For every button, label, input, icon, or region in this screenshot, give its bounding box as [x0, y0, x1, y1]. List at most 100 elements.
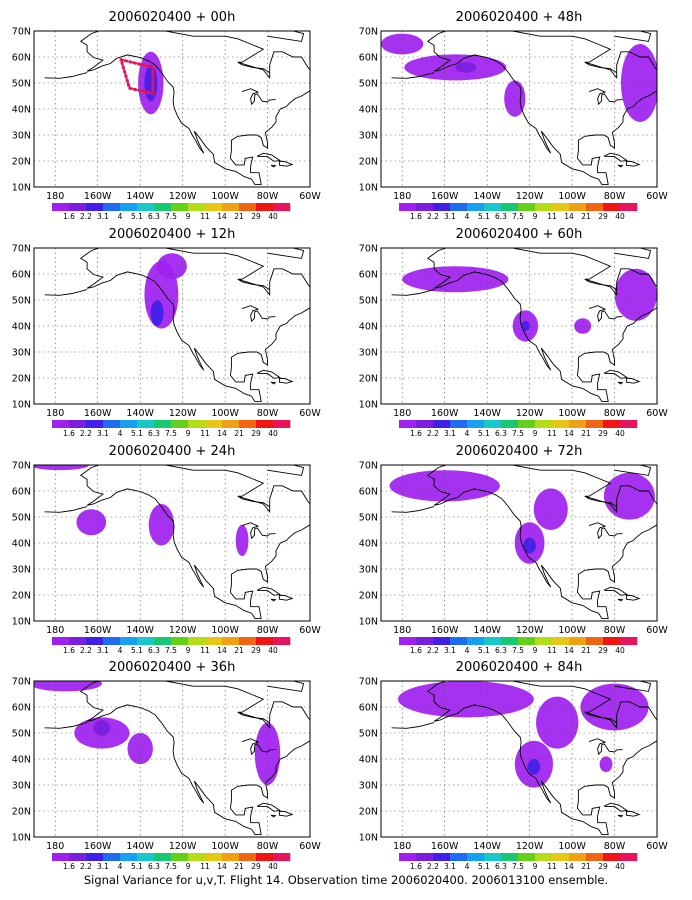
colorbar-label: 40 [615, 862, 625, 871]
plot-frame [380, 464, 658, 622]
colorbar-swatch [450, 203, 468, 211]
plot-frame [380, 30, 658, 188]
coastline [241, 88, 276, 106]
colorbar-swatch [205, 203, 223, 211]
colorbar-swatch [103, 853, 121, 861]
coastline [267, 465, 305, 476]
colorbar-swatch [484, 853, 502, 861]
colorbar-swatch [222, 420, 240, 428]
x-tick-label: 140W [473, 625, 501, 636]
x-tick-label: 160W [431, 191, 459, 202]
colorbar-swatch [256, 203, 274, 211]
panel-title: 2006020400 + 60h [456, 227, 583, 242]
x-tick-label: 100W [211, 841, 239, 852]
colorbar-swatch [399, 420, 417, 428]
colorbar-label: 5.1 [478, 646, 490, 655]
variance-region [580, 683, 649, 731]
colorbar-swatch [620, 853, 638, 861]
colorbar-label: 9 [533, 429, 538, 438]
x-tick-label: 100W [558, 191, 586, 202]
colorbar-label: 29 [598, 429, 608, 438]
colorbar-label: 4 [465, 862, 470, 871]
colorbar-swatch [52, 853, 70, 861]
colorbar-swatch [222, 637, 240, 645]
colorbar-label: 29 [251, 646, 261, 655]
x-tick-label: 80W [257, 625, 279, 636]
colorbar-label: 6.3 [148, 862, 160, 871]
coastline [241, 522, 276, 540]
colorbar-swatch [171, 637, 189, 645]
y-tick-label: 70N [12, 27, 31, 38]
coastline [270, 164, 277, 168]
y-tick-label: 70N [359, 27, 378, 38]
colorbar-swatch [137, 420, 155, 428]
variance-region [527, 759, 541, 775]
coastline [256, 369, 282, 379]
colorbar-swatch [222, 203, 240, 211]
colorbar-label: 4 [118, 212, 123, 221]
x-tick-label: 160W [431, 841, 459, 852]
y-tick-label: 20N [12, 374, 31, 385]
x-tick-label: 120W [169, 191, 197, 202]
x-tick-label: 80W [257, 191, 279, 202]
coastline [79, 248, 310, 402]
colorbar-label: 4 [465, 646, 470, 655]
y-tick-label: 10N [12, 400, 31, 411]
x-tick-label: 120W [169, 408, 197, 419]
x-tick-label: 180 [46, 841, 64, 852]
y-tick-label: 60N [12, 487, 31, 498]
colorbar-swatch [433, 637, 451, 645]
variance-region [389, 470, 500, 502]
colorbar-swatch [188, 853, 206, 861]
coastline [617, 381, 624, 385]
colorbar-label: 6.3 [495, 212, 507, 221]
colorbar-swatch [433, 853, 451, 861]
colorbar-label: 7.5 [512, 212, 524, 221]
colorbar-swatch [103, 203, 121, 211]
colorbar-label: 6.3 [148, 429, 160, 438]
x-tick-label: 180 [393, 625, 411, 636]
chart-panel: 2006020400 + 36h 70N 60N 50N 40N 30N 20N 10N 180… [12, 660, 322, 871]
colorbar-label: 11 [547, 429, 557, 438]
colorbar-swatch [603, 853, 621, 861]
coastline [584, 495, 617, 507]
variance-region [599, 756, 613, 772]
colorbar-label: 9 [186, 429, 191, 438]
panel-title: 2006020400 + 84h [456, 660, 583, 675]
colorbar-swatch [501, 420, 519, 428]
colorbar-label: 29 [251, 429, 261, 438]
y-tick-label: 40N [359, 539, 378, 550]
colorbar-swatch [416, 420, 434, 428]
colorbar-swatch [103, 637, 121, 645]
colorbar-swatch [69, 203, 87, 211]
colorbar-swatch [86, 420, 104, 428]
colorbar-label: 2.2 [427, 646, 439, 655]
colorbar-swatch [535, 420, 553, 428]
colorbar-label: 11 [547, 212, 557, 221]
x-tick-label: 120W [516, 191, 544, 202]
colorbar-label: 11 [547, 862, 557, 871]
colorbar-swatch [222, 853, 240, 861]
colorbar-swatch [399, 637, 417, 645]
x-tick-label: 160W [84, 841, 112, 852]
x-tick-label: 160W [431, 625, 459, 636]
colorbar-swatch [137, 853, 155, 861]
colorbar-swatch [205, 420, 223, 428]
colorbar-swatch [586, 203, 604, 211]
coastline [237, 61, 270, 73]
y-tick-label: 60N [359, 487, 378, 498]
y-tick-label: 60N [359, 270, 378, 281]
colorbar-swatch [86, 853, 104, 861]
y-tick-label: 60N [359, 53, 378, 64]
colorbar-label: 21 [581, 862, 591, 871]
colorbar-label: 1.6 [63, 212, 75, 221]
coastline [241, 738, 276, 756]
colorbar-swatch [552, 637, 570, 645]
coastline [79, 681, 310, 835]
coastline [270, 814, 277, 818]
colorbar-label: 6.3 [148, 212, 160, 221]
chart-panel: 2006020400 + 48h 70N 60N 50N 40N 30N 20N 10N 180… [359, 10, 669, 221]
panel-title: 2006020400 + 24h [109, 444, 236, 459]
variance-region [235, 524, 249, 557]
